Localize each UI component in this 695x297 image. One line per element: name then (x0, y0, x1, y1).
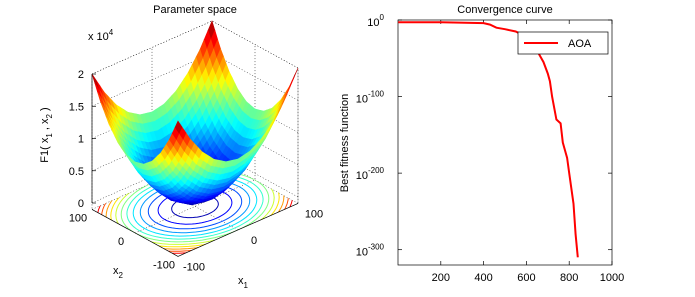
x-label-sub: 1 (244, 281, 249, 290)
y-tick-base: 10 (356, 94, 368, 106)
x-tick-label: 100 (305, 208, 323, 220)
y-label-text: x (113, 265, 119, 277)
y-label-sub: 2 (119, 271, 124, 280)
z-tick-label: 1.5 (69, 101, 84, 113)
z-tick-label: 0.5 (69, 166, 84, 178)
z-label-text: ) (39, 107, 51, 114)
legend-box (517, 31, 609, 55)
z-axis-label: F1( x1 , x2 ) (39, 107, 54, 162)
z-label-sub: 2 (45, 114, 54, 119)
x-tick-label: 600 (517, 272, 535, 284)
z-multiplier-base: x 10 (88, 31, 109, 43)
x-tick-label: 0 (251, 235, 257, 247)
y-tick-label: 0 (118, 236, 124, 248)
z-multiplier-exponent: 4 (109, 28, 114, 37)
z-label-text: F1( x (39, 137, 51, 163)
y-tick-exponent: -100 (368, 90, 385, 99)
z-tick-label: 2 (78, 69, 84, 81)
plot-area (397, 19, 613, 266)
z-label-text: , x (39, 118, 51, 133)
series (398, 21, 579, 258)
x-tick-label: -100 (183, 261, 205, 273)
z-multiplier: x 104 (88, 28, 114, 43)
x-tick-label: 800 (560, 272, 578, 284)
y-tick-label: 10-100 (356, 90, 385, 106)
y-tick-label: 100 (69, 212, 87, 224)
y-tick-exponent: -300 (368, 243, 385, 252)
y-tick-exponent: 0 (380, 13, 385, 22)
x-label-text: x (238, 275, 244, 287)
x-tick-label: 400 (474, 272, 492, 284)
y-tick-label: 10-200 (356, 166, 385, 182)
y-tick-base: 10 (356, 247, 368, 259)
x-tick-label: 1000 (600, 272, 624, 284)
line (398, 21, 579, 258)
x-axis (177, 203, 299, 257)
surface-patch (174, 120, 183, 134)
y-tick-exponent: -200 (368, 166, 385, 175)
z-label-sub: 1 (45, 133, 54, 138)
y-tick-label: 10-300 (356, 243, 385, 259)
y-tick-base: 10 (356, 170, 368, 182)
z-tick-label: 1 (78, 134, 84, 146)
y-tick-base: 10 (367, 17, 379, 29)
chart-title: Convergence curve (457, 4, 552, 16)
x-tick-label: 200 (432, 272, 450, 284)
legend-label: AOA (568, 38, 592, 50)
y-axis (91, 209, 179, 257)
chart-title: Parameter space (153, 4, 237, 16)
y-axis-label: x2 (113, 265, 124, 280)
y-tick-label: 100 (367, 13, 384, 29)
z-tick-label: 0 (78, 198, 84, 210)
surface-axes: 0 0.5 1 1.5 2 -100 0 100 -100 0 100 (69, 20, 323, 273)
x-axis-label: x1 (238, 275, 249, 290)
y-tick-label: -100 (153, 259, 175, 271)
y-axis-label: Best fitness function (339, 94, 351, 192)
surface (91, 20, 299, 206)
